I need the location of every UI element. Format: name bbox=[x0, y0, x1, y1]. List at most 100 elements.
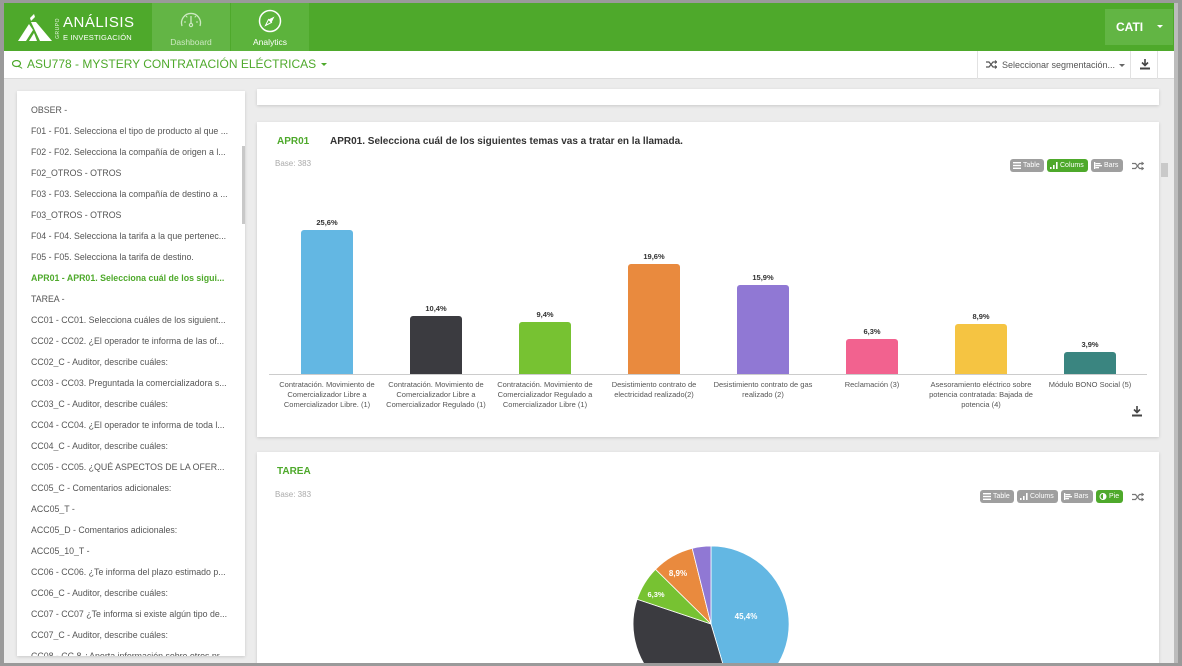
chart-bar[interactable] bbox=[301, 230, 353, 374]
question-title: APR01. Selecciona cuál de los siguientes… bbox=[330, 136, 683, 147]
logo-grupo-text: GRUPO bbox=[55, 18, 61, 39]
sidebar-item[interactable]: CC07 - CC07 ¿Te informa si existe algún … bbox=[31, 609, 228, 619]
sidebar-item[interactable]: CC03_C - Auditor, describe cuáles: bbox=[31, 399, 168, 409]
sidebar-item[interactable]: CC04 - CC04. ¿El operador te informa de … bbox=[31, 420, 225, 430]
sidebar-item[interactable]: CC04_C - Auditor, describe cuáles: bbox=[31, 441, 168, 451]
sidebar-item[interactable]: F02 - F02. Selecciona la compañía de ori… bbox=[31, 147, 226, 157]
nav-tab-dashboard[interactable]: Dashboard bbox=[152, 3, 230, 51]
shuffle-icon[interactable] bbox=[1132, 161, 1144, 171]
view-bars-button[interactable]: Bars bbox=[1091, 159, 1123, 172]
sidebar-item[interactable]: CC03 - CC03. Preguntada la comercializad… bbox=[31, 378, 227, 388]
user-menu-dropdown[interactable]: CATI bbox=[1105, 9, 1173, 45]
list-icon bbox=[1013, 162, 1021, 169]
x-axis-label: Desistimiento contrato de electricidad r… bbox=[611, 380, 697, 399]
sidebar-item[interactable]: CC05 - CC05. ¿QUÉ ASPECTOS DE LA OFER... bbox=[31, 462, 225, 472]
sidebar-item[interactable]: CC01 - CC01. Selecciona cuáles de los si… bbox=[31, 315, 226, 325]
column-chart-icon bbox=[1050, 162, 1058, 169]
pie-value-label: 6,3% bbox=[647, 590, 664, 599]
pie-slice[interactable] bbox=[710, 545, 790, 663]
sidebar-item[interactable]: ACC05_T - bbox=[31, 504, 75, 514]
nav-tab-analytics[interactable]: Analytics bbox=[231, 3, 309, 51]
question-list-sidebar: OBSER - F01 - F01. Selecciona el tipo de… bbox=[17, 91, 245, 656]
top-navbar: GRUPO ANÁLISIS E INVESTIGACIÓN Dashboard bbox=[4, 3, 1178, 51]
main-scrollbar[interactable] bbox=[1161, 163, 1168, 177]
chart-bar[interactable] bbox=[846, 339, 898, 374]
bar-value-label: 6,3% bbox=[863, 327, 881, 336]
chart-bar[interactable] bbox=[519, 322, 571, 374]
x-axis-label: Módulo BONO Social (5) bbox=[1048, 380, 1132, 389]
base-count: Base: 383 bbox=[275, 159, 312, 168]
x-axis-label: Desistimiento contrato de gas realizado … bbox=[713, 380, 813, 399]
pie-slice[interactable] bbox=[691, 545, 712, 625]
view-columns-button[interactable]: Colums bbox=[1017, 490, 1058, 503]
view-table-button[interactable]: Table bbox=[980, 490, 1014, 503]
x-axis-label: Contratación. Movimiento de Comercializa… bbox=[497, 380, 593, 409]
base-count: Base: 383 bbox=[275, 490, 312, 499]
view-pie-button[interactable]: Pie bbox=[1096, 490, 1123, 503]
sidebar-item[interactable]: ACC05_D - Comentarios adicionales: bbox=[31, 525, 178, 535]
window-edge bbox=[1174, 3, 1178, 663]
view-bars-button[interactable]: Bars bbox=[1061, 490, 1093, 503]
sidebar-item[interactable]: F01 - F01. Selecciona el tipo de product… bbox=[31, 126, 229, 136]
chart-view-toggle: Table Colums Bars bbox=[1010, 159, 1150, 172]
chart-bar[interactable] bbox=[737, 285, 789, 374]
sidebar-item[interactable]: F04 - F04. Selecciona la tarifa a la que… bbox=[31, 231, 227, 241]
app-window: GRUPO ANÁLISIS E INVESTIGACIÓN Dashboard bbox=[4, 3, 1178, 663]
logo-mark-icon bbox=[18, 14, 52, 41]
sidebar-item[interactable]: OBSER - bbox=[31, 105, 68, 115]
question-code: TAREA bbox=[277, 466, 311, 477]
gauge-icon bbox=[180, 12, 202, 28]
question-code: APR01 bbox=[277, 136, 310, 147]
segmentation-select[interactable]: Seleccionar segmentación... bbox=[977, 51, 1130, 79]
bar-value-label: 10,4% bbox=[425, 304, 447, 313]
sidebar-item[interactable]: F03 - F03. Selecciona la compañía de des… bbox=[31, 189, 228, 199]
logo-subtitle: E INVESTIGACIÓN bbox=[63, 33, 132, 42]
sidebar-item[interactable]: CC07_C - Auditor, describe cuáles: bbox=[31, 630, 168, 640]
sidebar-item[interactable]: CC06 - CC06. ¿Te informa del plazo estim… bbox=[31, 567, 226, 577]
sidebar-item[interactable]: CC02_C - Auditor, describe cuáles: bbox=[31, 357, 168, 367]
sidebar-item[interactable]: F03_OTROS - OTROS bbox=[31, 210, 122, 220]
sidebar-item[interactable]: TAREA - bbox=[31, 294, 65, 304]
bar-value-label: 8,9% bbox=[972, 312, 990, 321]
chart-bar[interactable] bbox=[628, 264, 680, 374]
project-selector[interactable]: ASU778 - MYSTERY CONTRATACIÓN ELÉCTRICAS bbox=[12, 57, 328, 71]
pie-value-label: 45,4% bbox=[735, 612, 758, 621]
sidebar-item-active[interactable]: APR01 - APR01. Selecciona cuál de los si… bbox=[31, 273, 225, 283]
logo-title: ANÁLISIS bbox=[63, 14, 135, 31]
bar-value-label: 15,9% bbox=[752, 273, 774, 282]
project-title: ASU778 - MYSTERY CONTRATACIÓN ELÉCTRICAS bbox=[27, 57, 317, 71]
shuffle-icon[interactable] bbox=[1132, 492, 1144, 502]
sidebar-item[interactable]: F05 - F05. Selecciona la tarifa de desti… bbox=[31, 252, 194, 262]
sidebar-scrollbar[interactable] bbox=[242, 146, 245, 224]
view-columns-button[interactable]: Colums bbox=[1047, 159, 1088, 172]
chart-download-icon[interactable] bbox=[1132, 406, 1142, 417]
download-icon bbox=[1140, 59, 1150, 70]
nav-tab-label: Analytics bbox=[252, 37, 287, 47]
bar-value-label: 3,9% bbox=[1081, 340, 1099, 349]
download-button[interactable] bbox=[1130, 51, 1158, 79]
x-axis-label: Contratación. Movimiento de Comercializa… bbox=[279, 380, 375, 409]
sidebar-item[interactable]: ACC05_10_T - bbox=[31, 546, 90, 556]
chart-bar[interactable] bbox=[410, 316, 462, 374]
chevron-down-icon bbox=[321, 63, 328, 66]
sidebar-item[interactable]: CC06_C - Auditor, describe cuáles: bbox=[31, 588, 168, 598]
sidebar-item[interactable]: CC02 - CC02. ¿El operador te informa de … bbox=[31, 336, 225, 346]
view-table-button[interactable]: Table bbox=[1010, 159, 1044, 172]
segmentation-placeholder: Seleccionar segmentación... bbox=[1002, 60, 1116, 70]
chart-view-toggle: Table Colums Bars Pie bbox=[980, 490, 1150, 503]
chart-bar[interactable] bbox=[955, 324, 1007, 374]
nav-tab-label: Dashboard bbox=[170, 37, 212, 47]
sidebar-item[interactable]: F02_OTROS - OTROS bbox=[31, 168, 122, 178]
x-axis-label: Reclamación (3) bbox=[844, 380, 900, 389]
shuffle-icon bbox=[986, 60, 997, 69]
brand-logo[interactable]: GRUPO ANÁLISIS E INVESTIGACIÓN bbox=[18, 11, 148, 45]
column-chart-icon bbox=[1020, 493, 1028, 500]
pie-slice[interactable] bbox=[632, 598, 733, 663]
x-axis-label: Contratación. Movimiento de Comercializa… bbox=[386, 380, 486, 409]
chart-bar[interactable] bbox=[1064, 352, 1116, 374]
sidebar-item[interactable]: CC05_C - Comentarios adicionales: bbox=[31, 483, 172, 493]
bar-chart-icon bbox=[1064, 493, 1072, 500]
pie-chart-icon bbox=[1099, 493, 1107, 500]
bar-value-label: 25,6% bbox=[316, 218, 338, 227]
sidebar-item[interactable]: CC08 - CC 8 ¿Aporta información sobre ot… bbox=[31, 651, 227, 656]
